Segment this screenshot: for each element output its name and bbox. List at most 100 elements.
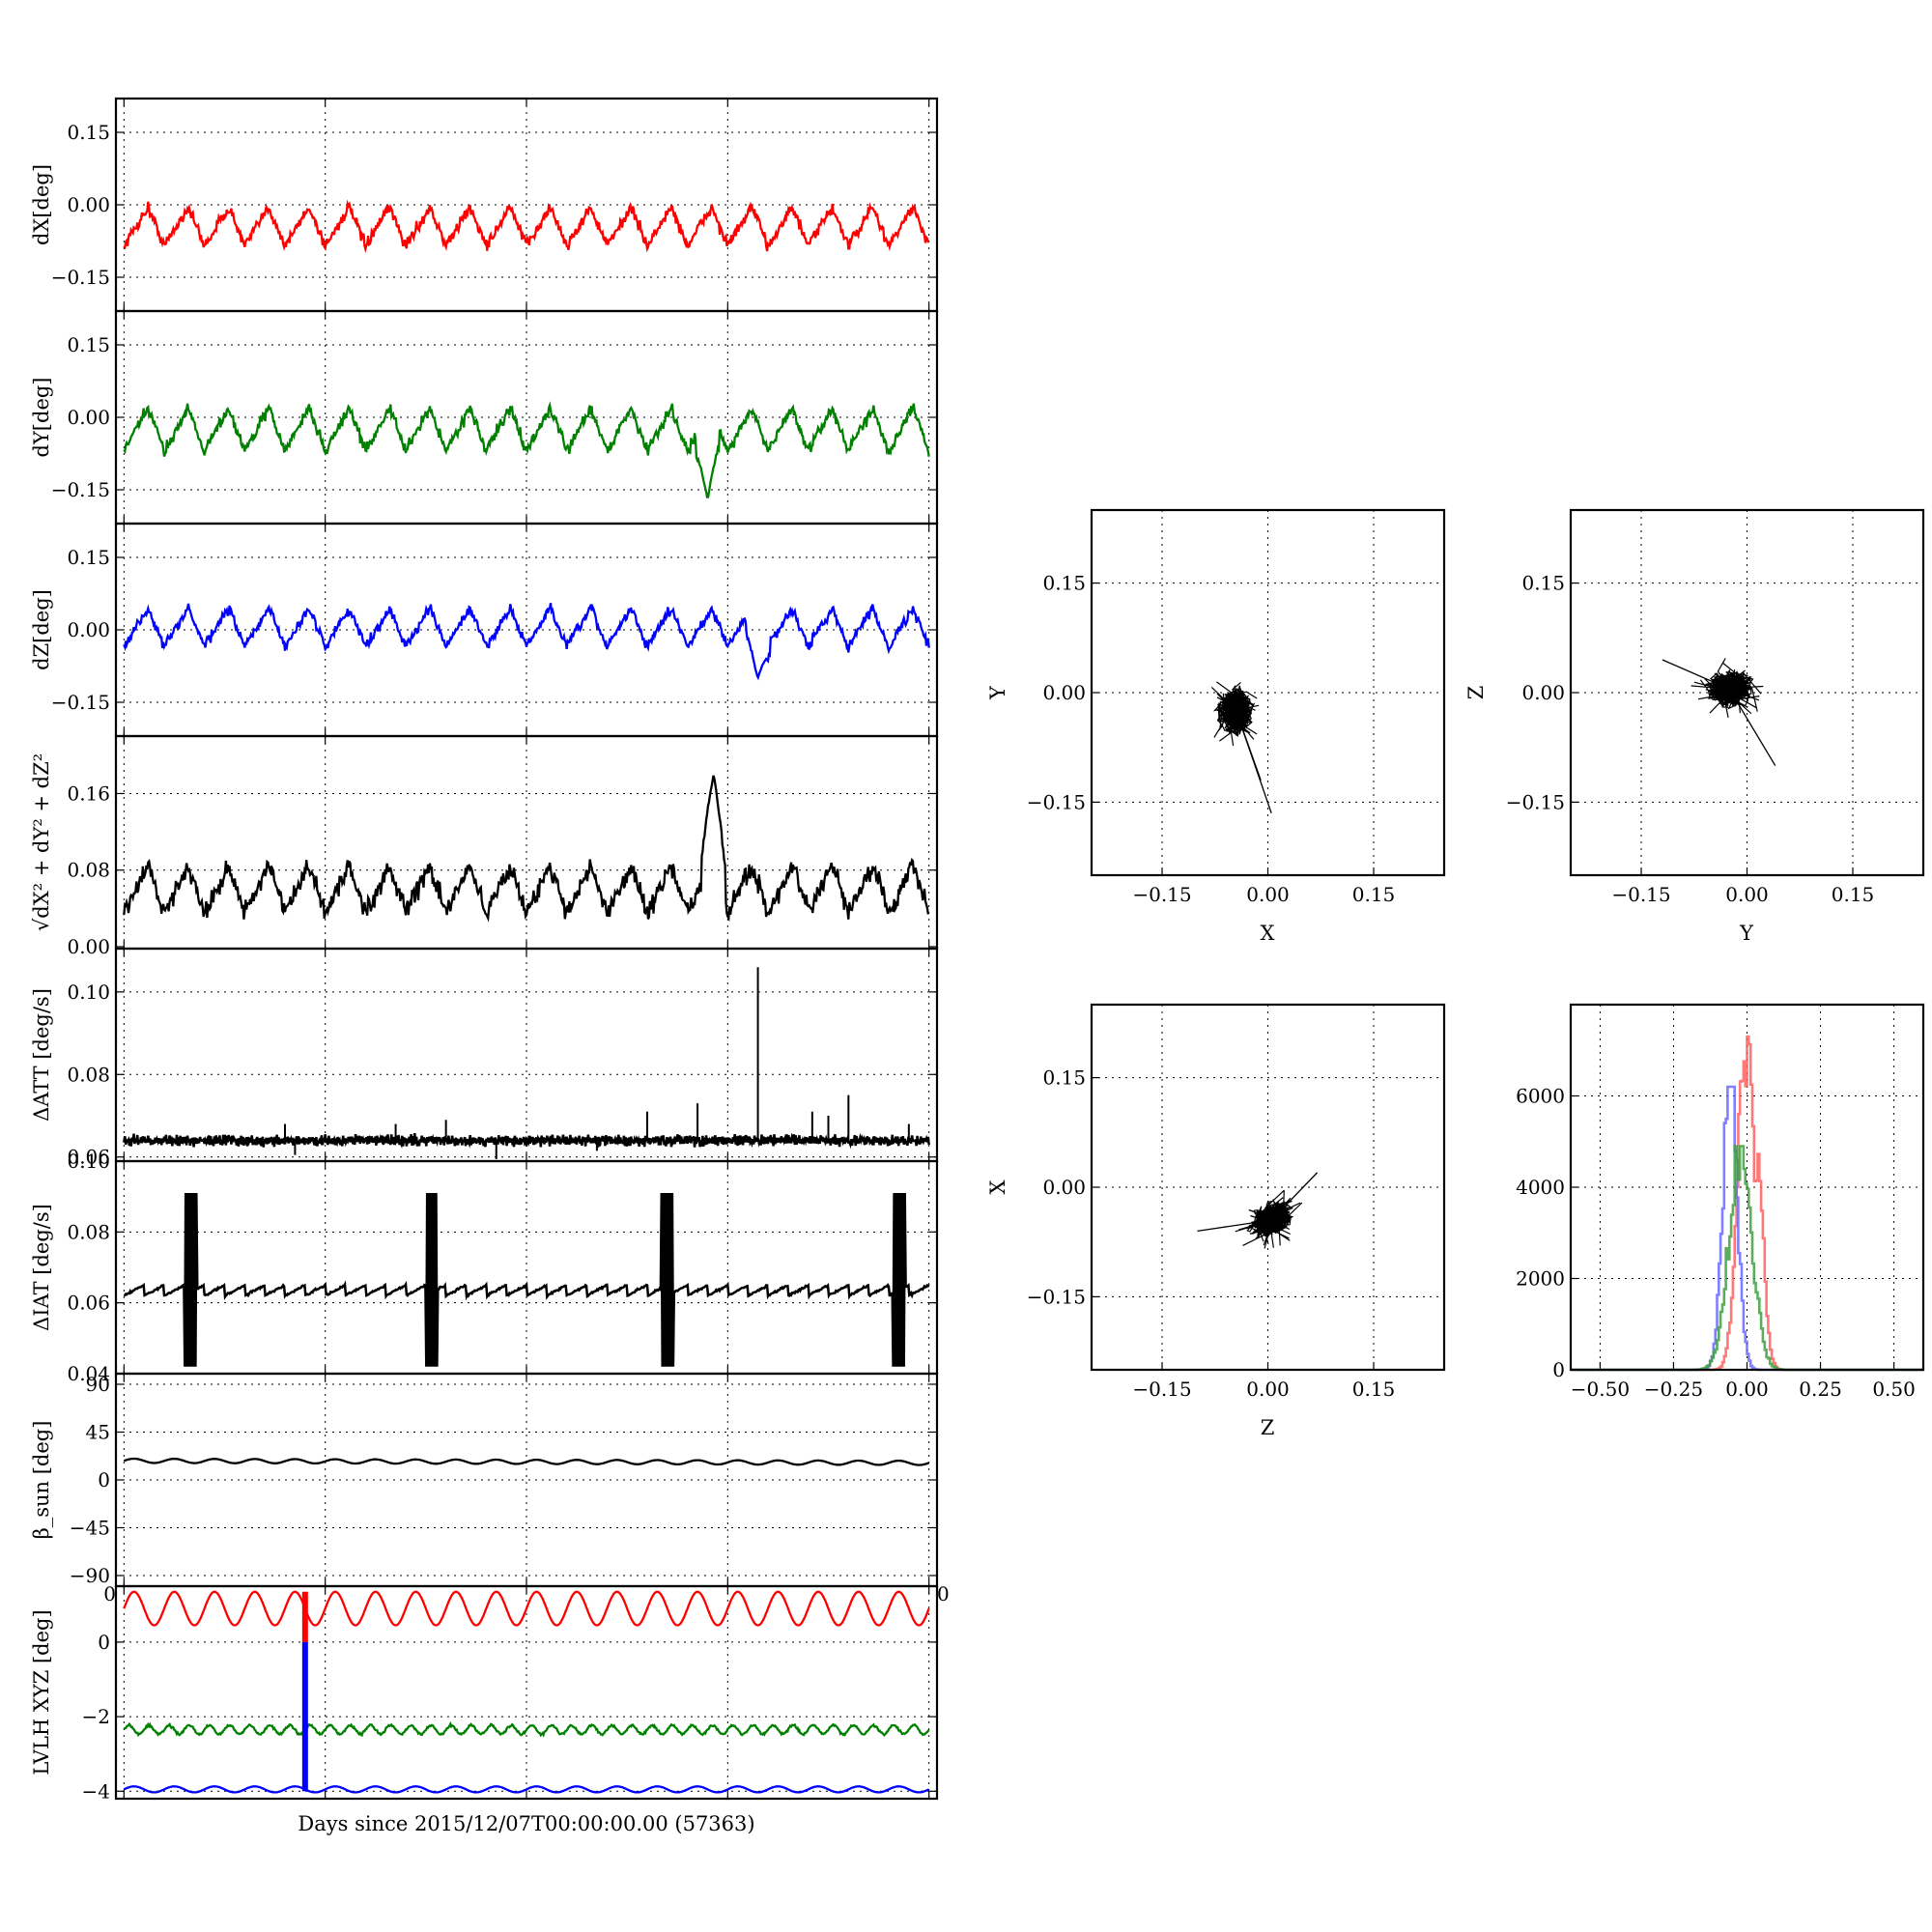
y-tick-label: 0.08 xyxy=(67,1063,110,1086)
panel-frame xyxy=(114,947,939,1163)
y-tick-label: 45 xyxy=(86,1421,110,1444)
panel-hist: −0.50 −0.25 0.00 0.25 0.50 0 2000 4000 6000 xyxy=(1516,1003,1925,1401)
y-tick-label: 0.06 xyxy=(67,1146,110,1169)
y-axis-label: dY[deg] xyxy=(30,377,53,457)
y-tick-label: 0.00 xyxy=(1042,681,1086,704)
stray-tick-label-left: 0 xyxy=(103,1582,116,1605)
series-line-lvlh-0 xyxy=(123,1590,930,1627)
panel-sc_yz: −0.15 0.00 0.15 −0.15 0.00 0.15 Y Z xyxy=(1464,508,1925,945)
y-tick-label: 0.08 xyxy=(67,859,110,882)
x-tick-label: 0.00 xyxy=(1725,1378,1769,1401)
y-axis-label: LVLH XYZ [deg] xyxy=(30,1609,53,1775)
trajectory-cloud xyxy=(1210,681,1260,747)
panel-frame xyxy=(1090,508,1446,877)
x-tick-label: −0.25 xyxy=(1644,1378,1703,1401)
plot-area xyxy=(123,401,930,498)
y-tick-label: −4 xyxy=(82,1779,110,1803)
series-line-dr-0 xyxy=(123,775,930,923)
panel-diat: 0.04 0.06 0.08 0.10 ΔIAT [deg/s] xyxy=(30,1150,939,1385)
plot-area xyxy=(123,1457,930,1466)
y-tick-label: 0.00 xyxy=(1521,681,1565,704)
x-tick-label: −0.50 xyxy=(1571,1378,1630,1401)
plot-area xyxy=(123,1192,930,1367)
histogram-panel: −0.50 −0.25 0.00 0.25 0.50 0 2000 4000 6000 xyxy=(1516,1003,1925,1401)
trajectory-tail xyxy=(1197,1219,1272,1233)
trajectory-tail xyxy=(1662,659,1730,690)
time-series-panels: −0.15 0.00 0.15 dX[deg] −0.15 0.00 0.15 dY[deg]… xyxy=(30,97,939,1803)
series-line-dz-0 xyxy=(123,603,930,681)
y-axis-label: ΔIAT [deg/s] xyxy=(30,1204,53,1331)
x-tick-label: −0.15 xyxy=(1611,883,1670,906)
plot-area xyxy=(123,199,930,254)
y-tick-label: 0 xyxy=(98,1631,110,1654)
trajectory-tail xyxy=(1236,710,1272,813)
y-tick-label: 0 xyxy=(98,1468,110,1492)
series-line-diat-0 xyxy=(123,1192,930,1367)
y-axis-label: dZ[deg] xyxy=(30,589,53,670)
histogram-series-0 xyxy=(1571,1035,1923,1372)
y-tick-label: 0.08 xyxy=(67,1220,110,1243)
y-tick-label: 0.10 xyxy=(67,980,110,1004)
y-tick-label: 0.04 xyxy=(67,1362,110,1385)
y-axis-label: β_sun [deg] xyxy=(30,1421,53,1540)
panel-dy: −0.15 0.00 0.15 dY[deg] xyxy=(30,309,939,526)
series-line-dx-0 xyxy=(123,199,930,254)
y-tick-label: 0.15 xyxy=(67,546,110,569)
panel-frame xyxy=(1569,1003,1925,1372)
stray-tick-label-right: 0 xyxy=(937,1582,950,1605)
y-tick-label: 0.06 xyxy=(67,1292,110,1315)
panel-frame xyxy=(1569,508,1925,877)
scatter-panels: −0.15 0.00 0.15 −0.15 0.00 0.15 X Y −0.15 0.00 0.1… xyxy=(986,508,1925,1439)
x-axis-label: Y xyxy=(1739,922,1754,945)
panel-datt: 0.06 0.08 0.10 ΔATT [deg/s] xyxy=(30,947,939,1169)
trajectory-tail xyxy=(1270,1172,1319,1221)
y-tick-label: 2000 xyxy=(1516,1267,1565,1291)
x-tick-label: 0.15 xyxy=(1832,883,1875,906)
y-tick-label: 0.00 xyxy=(67,935,110,958)
y-axis-label: Y xyxy=(986,685,1009,700)
x-tick-label: 0.50 xyxy=(1872,1378,1916,1401)
y-axis-label: √dX² + dY² + dZ² xyxy=(30,753,53,931)
y-tick-label: 0.15 xyxy=(1042,572,1086,595)
y-tick-label: −0.15 xyxy=(1027,790,1086,813)
y-axis-label: ΔATT [deg/s] xyxy=(30,988,53,1122)
plot-area xyxy=(123,967,930,1159)
y-axis-label: X xyxy=(986,1179,1009,1194)
y-tick-label: −0.15 xyxy=(51,478,110,501)
plot-area xyxy=(123,603,930,681)
y-tick-label: 0.16 xyxy=(67,781,110,805)
y-tick-label: 0.15 xyxy=(1521,572,1565,595)
panel-beta: −90 −45 0 45 90 β_sun [deg] xyxy=(30,1372,939,1588)
y-tick-label: −0.15 xyxy=(51,266,110,289)
series-line-dy-0 xyxy=(123,401,930,498)
panel-dx: −0.15 0.00 0.15 dX[deg] xyxy=(30,97,939,313)
plot-area xyxy=(123,1590,930,1794)
panel-lvlh: −4 −2 0 LVLH XYZ [deg] xyxy=(30,1584,939,1803)
y-tick-label: 4000 xyxy=(1516,1176,1565,1199)
y-tick-label: −0.15 xyxy=(51,691,110,714)
x-tick-label: 0.15 xyxy=(1352,1378,1396,1401)
panel-dr: 0.00 0.08 0.16 √dX² + dY² + dZ² xyxy=(30,734,939,958)
x-tick-label: 0.25 xyxy=(1799,1378,1842,1401)
y-tick-label: 90 xyxy=(86,1373,110,1396)
x-tick-label: 0.15 xyxy=(1352,883,1396,906)
y-tick-label: −0.15 xyxy=(1027,1285,1086,1308)
panel-dz: −0.15 0.00 0.15 dZ[deg] xyxy=(30,522,939,738)
y-tick-label: 0.15 xyxy=(67,333,110,356)
panel-frame xyxy=(1090,1003,1446,1372)
y-tick-label: −90 xyxy=(70,1564,110,1587)
y-tick-label: 0.00 xyxy=(67,406,110,429)
x-axis-label: Z xyxy=(1261,1416,1275,1439)
y-tick-label: 0.15 xyxy=(67,121,110,144)
panel-frame xyxy=(114,1159,939,1376)
x-tick-label: −0.15 xyxy=(1132,1378,1191,1401)
y-tick-label: −0.15 xyxy=(1506,790,1565,813)
plot-area xyxy=(123,775,930,923)
x-tick-label: −0.15 xyxy=(1132,883,1191,906)
panel-sc_zx: −0.15 0.00 0.15 −0.15 0.00 0.15 Z X xyxy=(986,1003,1446,1439)
series-line-lvlh-2 xyxy=(123,1785,930,1794)
y-tick-label: −45 xyxy=(70,1517,110,1540)
series-line-datt-0 xyxy=(123,1132,930,1150)
panel-frame xyxy=(114,1584,939,1801)
